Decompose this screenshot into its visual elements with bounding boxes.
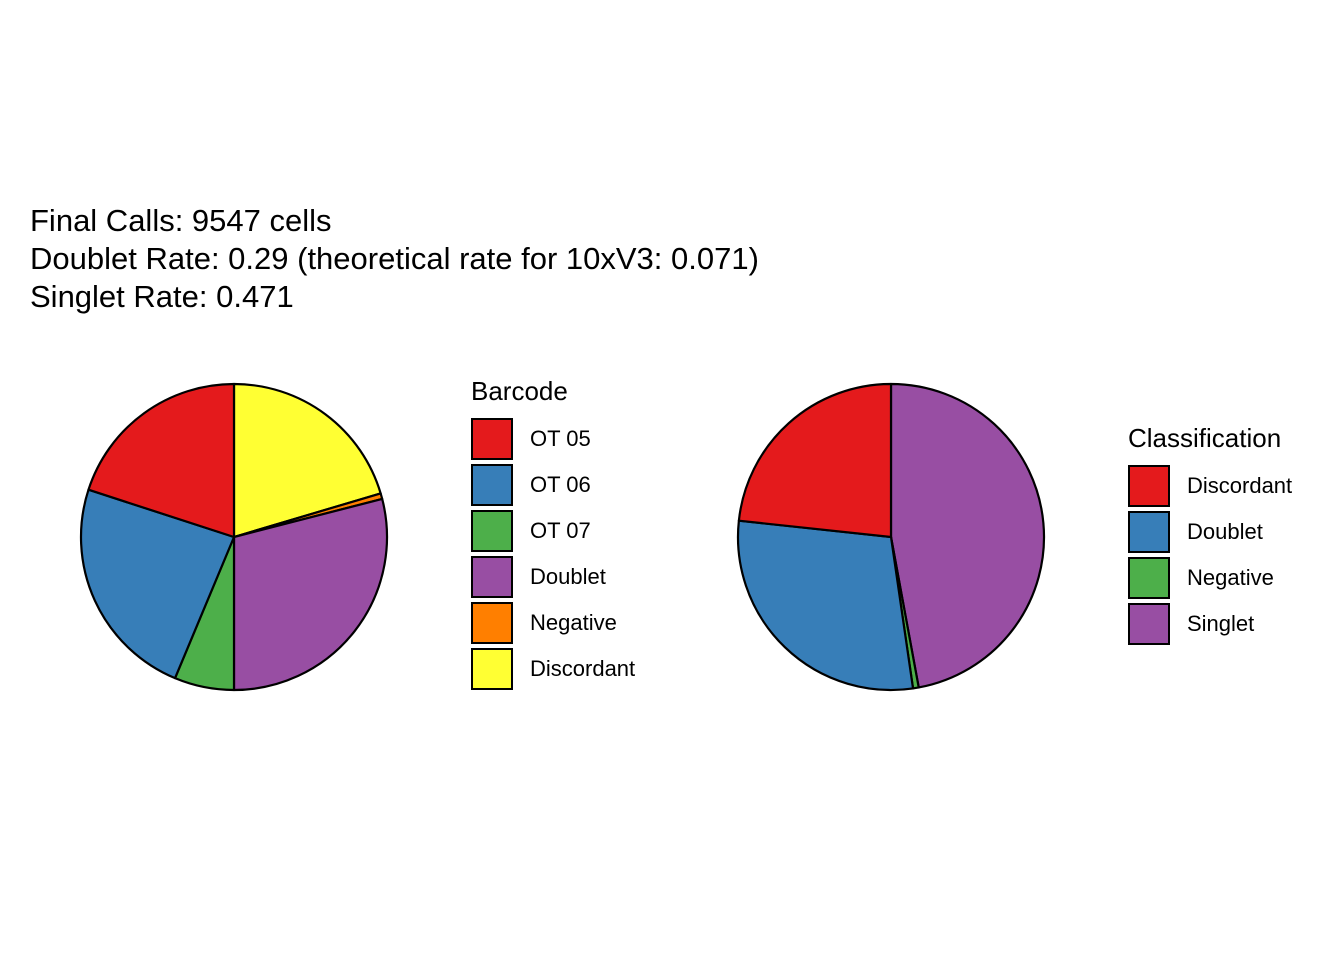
legend-swatch [1128, 603, 1170, 645]
legend-title: Classification [1128, 423, 1282, 453]
legend-label: Doublet [530, 564, 606, 589]
pie-slice-discordant [232, 382, 382, 539]
legend-item-negative: Negative [471, 600, 635, 646]
legend-item-singlet: Singlet [1128, 601, 1292, 647]
pie-slice-ot-05 [87, 382, 236, 539]
legend-item-discordant: Discordant [1128, 463, 1292, 509]
legend-label: Negative [1187, 565, 1274, 590]
legend-item-discordant: Discordant [471, 646, 635, 692]
title-line-doublet-rate: Doublet Rate: 0.29 (theoretical rate for… [30, 241, 759, 276]
pie-slice-doublet [736, 519, 915, 692]
legend-swatch [471, 418, 513, 460]
legend-swatch [471, 556, 513, 598]
pie-slice-ot-06 [79, 488, 236, 680]
legend-item-ot-06: OT 06 [471, 462, 635, 508]
legend-swatch [471, 648, 513, 690]
legend-label: Negative [530, 610, 617, 635]
legend-item-ot-07: OT 07 [471, 508, 635, 554]
legend-swatch [1128, 465, 1170, 507]
barcode-legend: Barcode OT 05 OT 06 OT 07 Doublet Negative Di… [471, 376, 635, 692]
legend-swatch [471, 510, 513, 552]
legend-item-negative: Negative [1128, 555, 1292, 601]
barcode-pie-chart [79, 382, 389, 692]
legend-item-ot-05: OT 05 [471, 416, 635, 462]
legend-swatch [471, 464, 513, 506]
legend-label: Doublet [1187, 519, 1263, 544]
legend-item-doublet: Doublet [471, 554, 635, 600]
title-line-singlet-rate: Singlet Rate: 0.471 [30, 279, 294, 314]
pie-slice-singlet [889, 382, 1046, 689]
legend-item-doublet: Doublet [1128, 509, 1292, 555]
legend-label: Discordant [1187, 473, 1293, 498]
legend-swatch [471, 602, 513, 644]
legend-label: OT 05 [530, 426, 591, 451]
pie-slice-discordant [737, 382, 893, 539]
pie-slice-doublet [232, 497, 389, 692]
classification-pie-chart [736, 382, 1046, 692]
chart-title: Final Calls: 9547 cells Doublet Rate: 0.… [30, 202, 759, 316]
legend-swatch [1128, 557, 1170, 599]
classification-legend: Classification Discordant Doublet Negative… [1128, 423, 1292, 647]
legend-label: Discordant [530, 656, 636, 681]
legend-swatch [1128, 511, 1170, 553]
legend-title: Barcode [471, 376, 568, 406]
legend-label: Singlet [1187, 611, 1255, 636]
title-line-cells: Final Calls: 9547 cells [30, 203, 332, 238]
legend-label: OT 07 [530, 518, 591, 543]
legend-label: OT 06 [530, 472, 591, 497]
